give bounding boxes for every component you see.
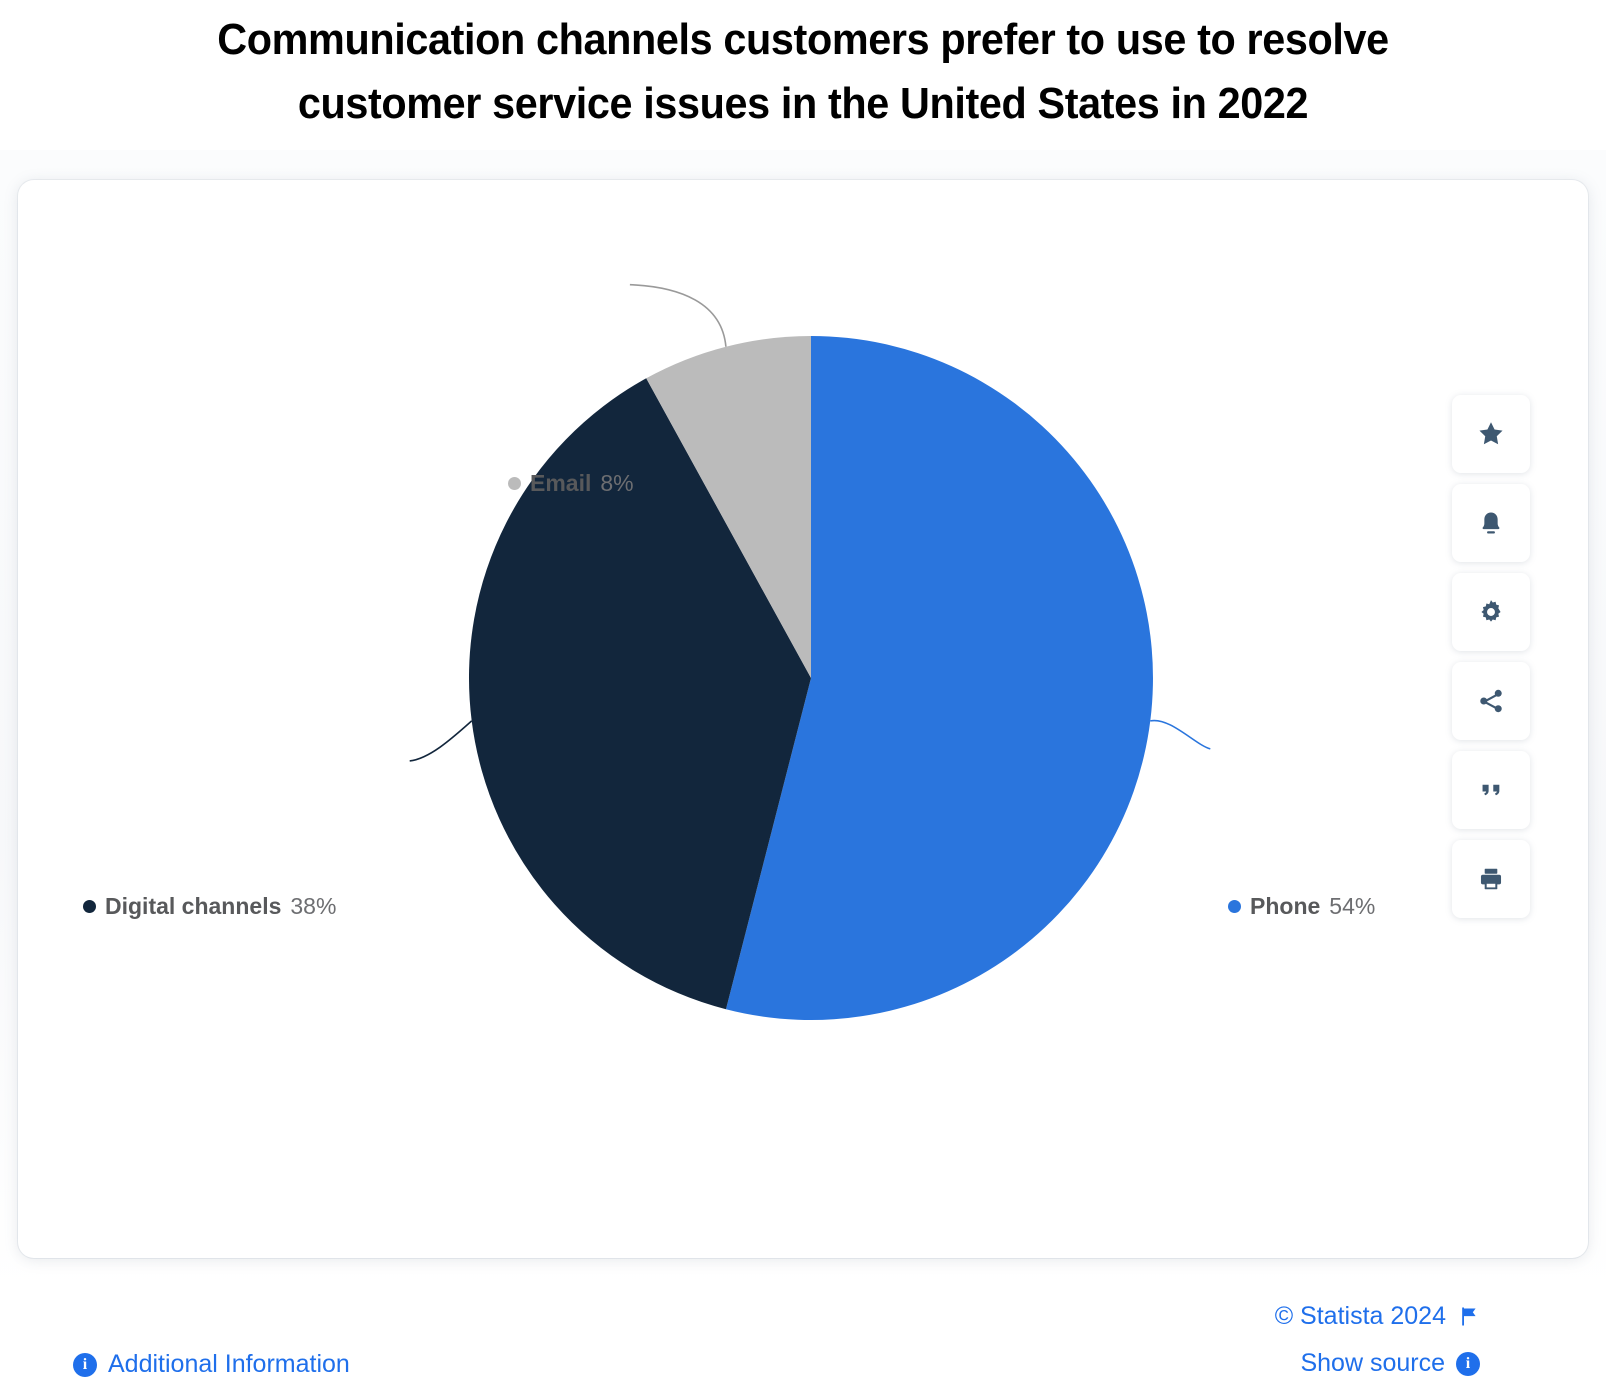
pie-chart [18,180,1588,1258]
pie-label-digital-channels-name: Digital channels [105,893,282,919]
pie-chart-svg [409,283,1211,1020]
settings-button[interactable] [1452,573,1530,651]
cite-button[interactable] [1452,751,1530,829]
gear-icon [1477,598,1505,626]
print-icon [1477,865,1505,893]
pie-label-phone: Phone 54% [1228,893,1375,920]
pie-slice-phone[interactable] [725,336,1153,1020]
pie-label-email-value: 8% [600,470,634,496]
page-title: Communication channels customers prefer … [48,18,1558,126]
pie-label-email-bullet [508,477,521,490]
pie-slice-group [468,336,1153,1020]
pie-label-phone-value: 54% [1329,893,1376,919]
page-title-line-2: customer service issues in the United St… [297,79,1309,128]
pie-label-phone-name: Phone [1250,893,1321,919]
pie-label-phone-bullet [1228,900,1241,913]
pie-label-digital-channels-value: 38% [290,893,337,919]
additional-information-label: Additional Information [108,1350,350,1378]
flag-icon [1457,1305,1480,1328]
leader-line-phone [1150,719,1211,750]
pie-slice-email[interactable] [646,336,811,678]
info-icon: i [1456,1351,1480,1376]
chart-action-toolbar [1452,395,1530,918]
page-title-line-1: Communication channels customers prefer … [217,15,1389,64]
print-button[interactable] [1452,840,1530,918]
leader-line-digital-channels [409,720,473,762]
copyright-line[interactable]: © Statista 2024 [1275,1302,1480,1331]
pie-label-email-name: Email [530,470,592,496]
show-source-link[interactable]: Show source i [1275,1349,1480,1378]
share-button[interactable] [1452,662,1530,740]
info-icon: i [73,1352,97,1377]
pie-label-digital-channels-bullet [83,900,96,913]
show-source-label: Show source [1300,1349,1445,1377]
additional-information-link[interactable]: i Additional Information [73,1350,350,1379]
pie-label-email: Email 8% [508,470,634,497]
footer-right: © Statista 2024 Show source i [1275,1302,1480,1378]
share-icon [1477,687,1505,715]
pie-label-digital-channels: Digital channels 38% [83,893,336,920]
alert-button[interactable] [1452,484,1530,562]
star-icon [1476,419,1506,449]
leader-line-email [629,283,727,347]
favorite-button[interactable] [1452,395,1530,473]
chart-card: Email 8% Digital channels 38% Phone 54% [18,180,1588,1378]
bell-icon [1477,509,1505,537]
quote-icon [1478,777,1504,803]
copyright-label: © Statista 2024 [1274,1302,1446,1330]
pie-leader-lines [409,283,1211,762]
